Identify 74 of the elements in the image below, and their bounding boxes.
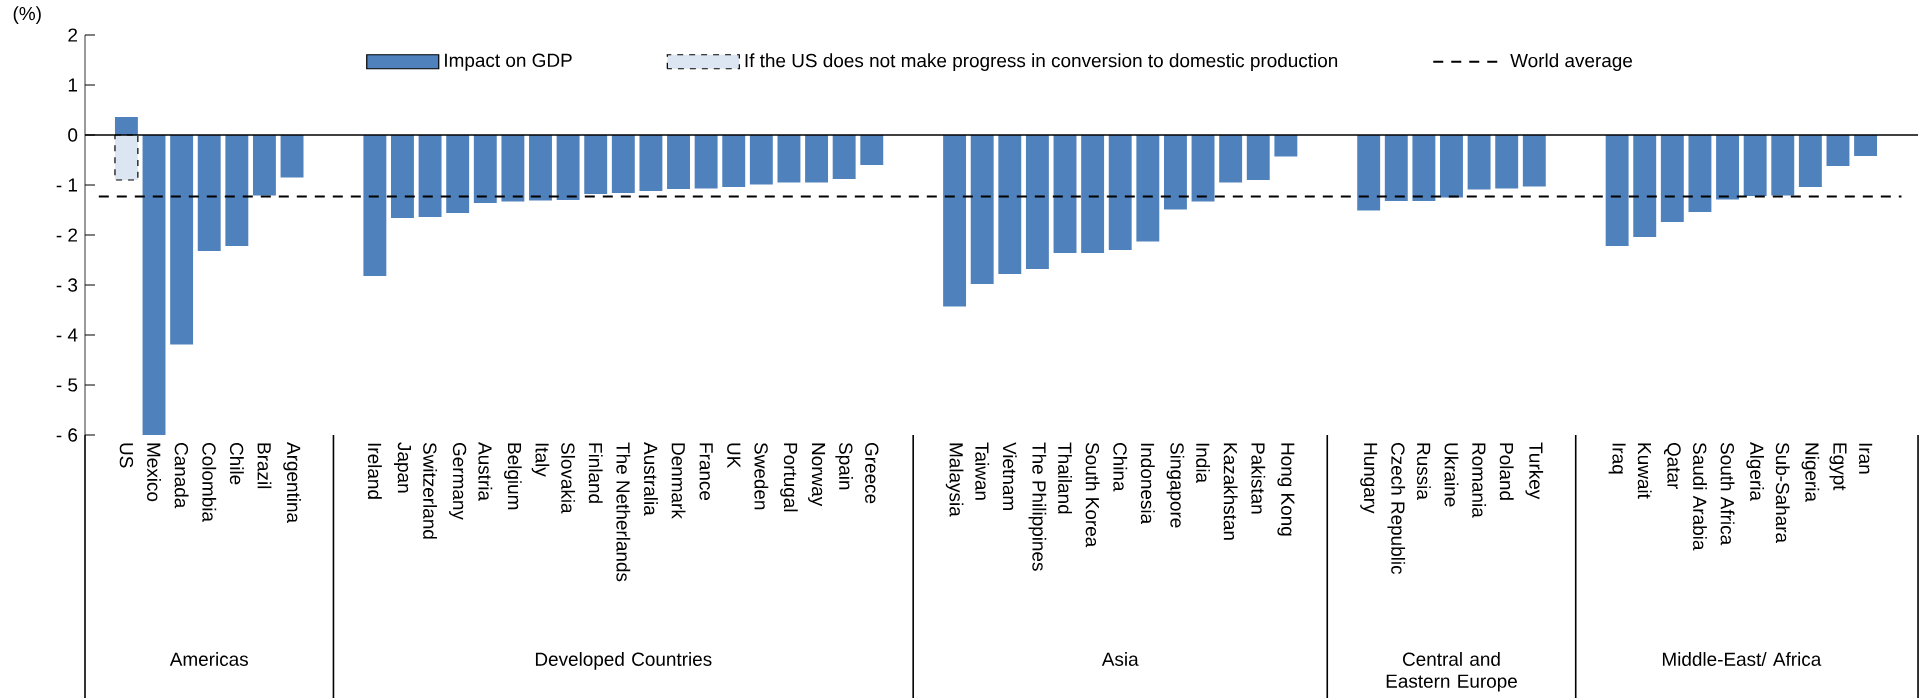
y-tick-label: - 1 — [56, 178, 78, 192]
x-tick-label: Taiwan — [975, 442, 990, 500]
legend-label: World average — [1510, 53, 1633, 72]
x-tick-label: Romania — [1472, 443, 1487, 518]
y-tick-label: 2 — [68, 28, 78, 42]
x-tick-label: Poland — [1499, 443, 1514, 500]
x-tick-label: Chile — [229, 443, 244, 485]
x-tick-label: Nigeria — [1801, 443, 1820, 502]
y-tick-label: 0 — [68, 128, 78, 142]
x-tick-label: India — [1196, 443, 1210, 484]
y-tick-label: - 6 — [56, 428, 78, 442]
x-tick-label: Greece — [865, 442, 879, 504]
x-tick-label: Sub-Sahara — [1775, 442, 1790, 544]
x-tick-label: Iraq — [1608, 443, 1626, 474]
x-tick-label: Czech Republic — [1387, 443, 1406, 575]
x-tick-label: The Philippines — [1028, 442, 1047, 571]
x-tick-label: Japan — [393, 442, 411, 493]
x-tick-label: Denmark — [671, 443, 686, 519]
x-tick-label: South Korea — [1085, 442, 1100, 548]
y-axis-title: (%) — [13, 6, 41, 24]
x-tick-label: Thailand — [1058, 442, 1072, 514]
x-tick-label: US — [119, 443, 134, 468]
x-tick-label: Sweden — [754, 442, 769, 510]
x-tick-label: Algeria — [1746, 442, 1764, 501]
y-tick-label: - 3 — [56, 278, 78, 292]
x-tick-label: Slovakia — [561, 442, 576, 514]
text: Central and Eastern Europe — [1386, 652, 1517, 692]
x-tick-label: Vietnam — [1002, 442, 1017, 510]
x-tick-label: Australia — [643, 442, 658, 516]
x-tick-label: Kuwait — [1637, 443, 1652, 499]
text: Middle-East/ Africa — [1662, 652, 1822, 666]
x-tick-label: Canada — [174, 443, 189, 509]
y-tick-label: - 4 — [56, 328, 78, 342]
x-tick-label: Iran — [1858, 443, 1873, 474]
x-tick-label: Spain — [835, 442, 853, 490]
x-tick-label: Hungary — [1360, 443, 1378, 514]
x-tick-label: Italy — [531, 443, 550, 477]
x-tick-label: Kazakhstan — [1223, 443, 1238, 540]
x-tick-label: Indonesia — [1140, 443, 1155, 525]
text: Developed Countries — [535, 652, 712, 670]
x-tick-label: Ukraine — [1444, 443, 1459, 507]
x-tick-label: Finland — [588, 443, 603, 503]
x-tick-label: The Netherlands — [616, 442, 631, 582]
x-tick-label: Austria — [478, 442, 493, 501]
legend-label: If the US does not make progress in conversion to domestic production — [745, 53, 1338, 72]
x-tick-label: Turkey — [1525, 442, 1544, 500]
x-tick-label: Switzerland — [423, 442, 438, 539]
x-tick-label: Ireland — [367, 443, 382, 499]
x-tick-label: Norway — [808, 443, 826, 507]
x-tick-label: Argentina — [283, 442, 301, 524]
x-tick-label: Malaysia — [945, 443, 964, 517]
x-tick-label: Mexico — [147, 443, 161, 502]
y-tick-label: - 2 — [56, 228, 78, 242]
x-tick-label: China — [1113, 443, 1128, 492]
x-tick-label: Pakistan — [1251, 443, 1266, 514]
x-tick-label: Colombia — [202, 443, 217, 522]
x-tick-label: Hong Kong — [1277, 443, 1295, 536]
x-tick-label: Saudi Arabia — [1692, 442, 1707, 551]
x-tick-label: South Africa — [1720, 442, 1735, 546]
text: Asia — [1101, 652, 1139, 666]
x-tick-label: Russia — [1416, 443, 1431, 500]
x-tick-label: Qatar — [1663, 442, 1681, 490]
x-tick-label: UK — [727, 443, 741, 469]
x-tick-label: Brazil — [257, 443, 272, 489]
x-tick-label: Singapore — [1166, 442, 1185, 528]
x-tick-label: Germany — [449, 442, 467, 520]
y-tick-label: - 5 — [56, 378, 78, 392]
text: Americas — [169, 652, 248, 666]
x-tick-label: Egypt — [1829, 443, 1847, 491]
y-tick-label: 1 — [68, 78, 78, 92]
x-tick-label: Portugal — [780, 443, 798, 512]
x-tick-label: France — [699, 443, 713, 501]
x-tick-label: Belgium — [504, 443, 522, 510]
legend-label: Impact on GDP — [445, 53, 572, 71]
